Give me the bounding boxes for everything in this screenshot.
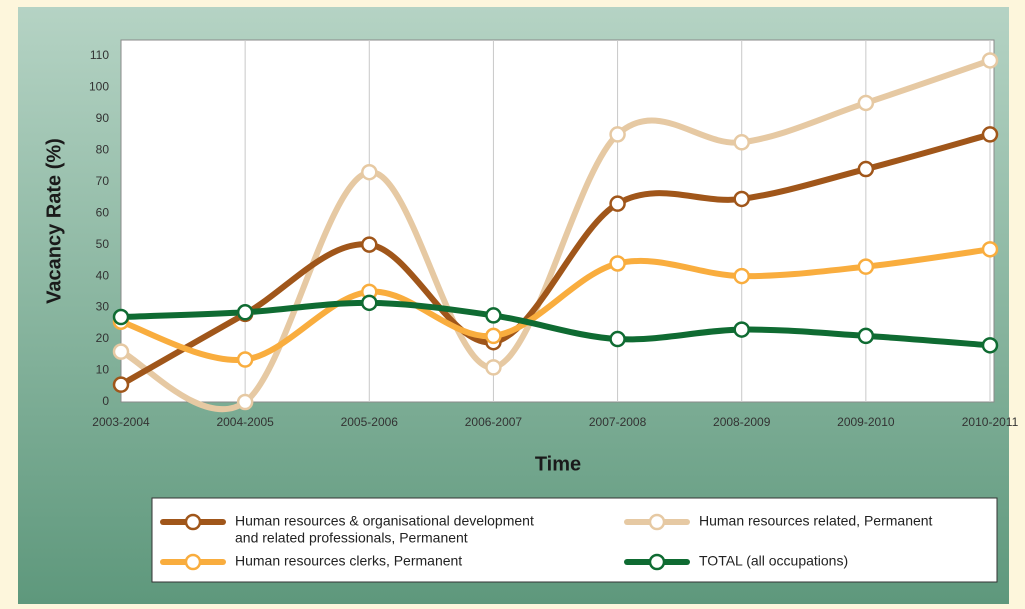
x-axis-ticks: 2003-2004 2004-2005 2005-2006 2006-2007 2007… (92, 415, 1018, 429)
y-tick-label: 30 (96, 300, 110, 314)
data-point (485, 307, 502, 324)
x-axis-label: Time (535, 453, 581, 475)
plot-area (120, 39, 995, 403)
data-point (236, 351, 254, 368)
y-tick-label: 10 (96, 363, 110, 377)
data-point (112, 343, 130, 360)
data-point (609, 255, 626, 272)
data-point (112, 308, 130, 326)
data-point (857, 94, 875, 112)
legend: Human resources & organisational develop… (160, 513, 933, 571)
data-point (609, 330, 626, 348)
y-tick-label: 70 (96, 174, 110, 188)
legend-box (151, 497, 998, 583)
data-point (361, 163, 378, 181)
series-group (112, 52, 999, 413)
y-axis-ticks: 0 10 20 30 40 50 60 70 80 90 100 110 (89, 48, 109, 408)
series-line (118, 246, 993, 363)
y-tick-label: 20 (96, 331, 110, 345)
y-tick-label: 50 (96, 237, 110, 251)
legend-label: Human resources clerks, Permanent (235, 553, 462, 569)
data-point (733, 321, 750, 338)
x-tick-label: 2003-2004 (92, 415, 150, 429)
y-tick-label: 100 (89, 79, 109, 93)
legend-label: Human resources & organisational develop… (235, 513, 534, 529)
legend-label: Human resources related, Permanent (699, 513, 933, 529)
y-tick-label: 60 (96, 205, 110, 219)
legend-swatch-marker (648, 553, 666, 571)
data-point (857, 258, 875, 275)
y-tick-label: 80 (96, 142, 110, 156)
legend-label: TOTAL (all occupations) (699, 553, 848, 569)
data-point (857, 327, 875, 345)
y-axis-label: Vacancy Rate (%) (43, 138, 65, 304)
data-point (733, 267, 750, 285)
legend-label: and related professionals, Permanent (235, 530, 468, 546)
data-point (485, 359, 502, 376)
data-point (857, 160, 875, 178)
series-line (118, 131, 993, 388)
legend-swatch-marker (184, 513, 202, 531)
x-tick-label: 2010-2011 (962, 415, 1019, 429)
y-tick-label: 110 (90, 48, 109, 62)
x-tick-label: 2006-2007 (465, 415, 523, 429)
x-tick-label: 2009-2010 (837, 415, 895, 429)
data-point (361, 236, 378, 253)
data-point (981, 337, 999, 354)
data-point (981, 126, 999, 143)
y-tick-label: 90 (96, 111, 110, 125)
data-point (733, 134, 750, 151)
data-point (236, 304, 254, 321)
series-line (118, 57, 993, 413)
data-point (981, 52, 999, 69)
x-tick-label: 2007-2008 (589, 415, 647, 429)
data-point (609, 126, 626, 143)
data-point (361, 294, 378, 312)
data-point (609, 195, 626, 212)
data-point (236, 393, 254, 411)
x-tick-label: 2004-2005 (216, 415, 274, 429)
legend-swatch-marker (648, 513, 666, 531)
x-tick-label: 2005-2006 (341, 415, 399, 429)
data-point (485, 327, 502, 345)
legend-swatch-marker (184, 553, 202, 571)
x-tick-label: 2008-2009 (713, 415, 771, 429)
series-line (118, 299, 993, 349)
data-point (112, 376, 130, 393)
y-tick-label: 0 (102, 394, 109, 408)
data-point (981, 241, 999, 258)
data-point (733, 190, 750, 208)
y-tick-label: 40 (96, 268, 110, 282)
